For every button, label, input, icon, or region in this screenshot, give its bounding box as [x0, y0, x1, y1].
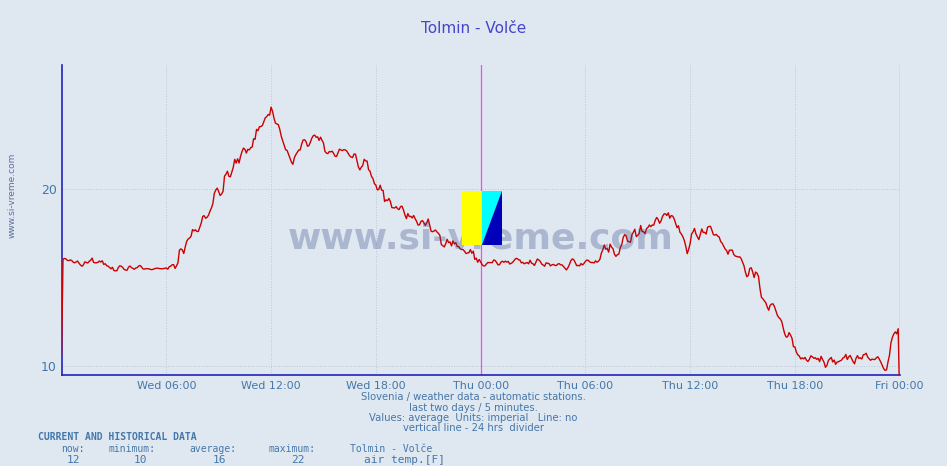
Text: now:: now:	[62, 444, 85, 454]
Text: minimum:: minimum:	[109, 444, 156, 454]
Text: Tolmin - Volče: Tolmin - Volče	[420, 21, 527, 36]
Text: vertical line - 24 hrs  divider: vertical line - 24 hrs divider	[403, 423, 544, 433]
Text: CURRENT AND HISTORICAL DATA: CURRENT AND HISTORICAL DATA	[38, 432, 197, 442]
Text: Slovenia / weather data - automatic stations.: Slovenia / weather data - automatic stat…	[361, 392, 586, 402]
Text: 16: 16	[213, 455, 226, 465]
Text: last two days / 5 minutes.: last two days / 5 minutes.	[409, 403, 538, 412]
Text: 12: 12	[67, 455, 80, 465]
Text: www.si-vreme.com: www.si-vreme.com	[8, 153, 17, 239]
Text: 10: 10	[134, 455, 147, 465]
Text: Tolmin - Volče: Tolmin - Volče	[350, 444, 433, 454]
Polygon shape	[482, 191, 502, 245]
Text: average:: average:	[189, 444, 237, 454]
Text: air temp.[F]: air temp.[F]	[364, 455, 445, 465]
Bar	[462, 191, 482, 245]
Text: www.si-vreme.com: www.si-vreme.com	[288, 222, 673, 256]
Text: 22: 22	[292, 455, 305, 465]
Text: Values: average  Units: imperial   Line: no: Values: average Units: imperial Line: no	[369, 413, 578, 423]
Polygon shape	[482, 191, 502, 245]
Text: maximum:: maximum:	[268, 444, 315, 454]
